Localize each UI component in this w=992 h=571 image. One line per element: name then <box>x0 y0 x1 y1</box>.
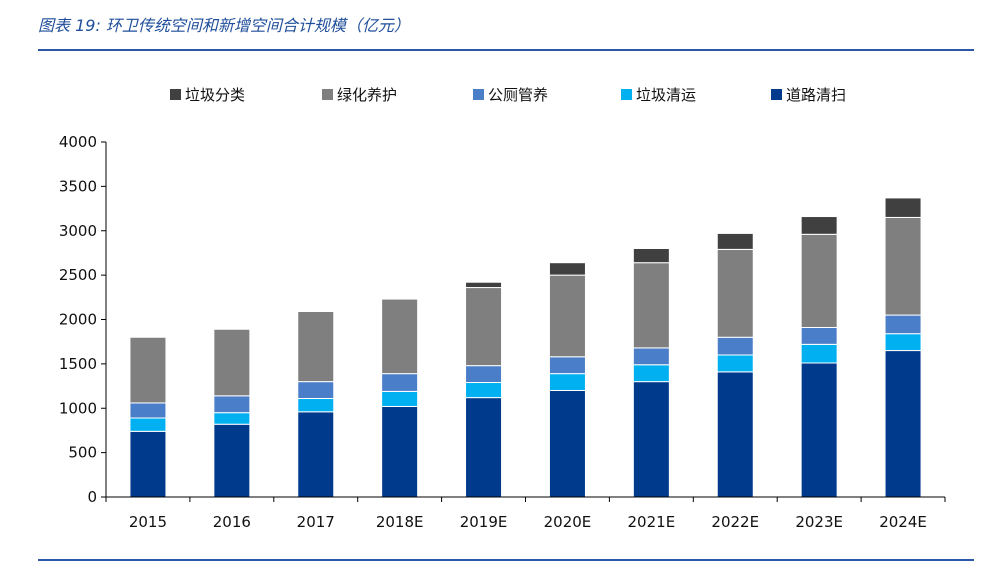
bar-segment-4 <box>213 328 251 397</box>
bar-segment-3 <box>465 365 503 384</box>
legend-label: 公厕管养 <box>488 86 548 104</box>
x-tick-label: 2023E <box>795 513 843 531</box>
bar-segment-5 <box>465 281 503 289</box>
bar-segment-2 <box>632 364 670 383</box>
bar-segment-2 <box>129 417 167 432</box>
bar-segment-2 <box>548 373 586 392</box>
bar-segment-2 <box>297 397 335 413</box>
bar-segment-5 <box>884 197 922 218</box>
bar-segment-2 <box>381 390 419 407</box>
bar-segment-1 <box>465 397 503 498</box>
bar-segment-4 <box>800 233 838 328</box>
x-tick-label: 2018E <box>376 513 424 531</box>
bar-segment-1 <box>884 350 922 498</box>
bar-segment-4 <box>381 298 419 375</box>
bar-segment-2 <box>213 412 251 425</box>
bar-segment-1 <box>381 405 419 498</box>
bar-segment-1 <box>129 430 167 498</box>
bar-segment-5 <box>800 216 838 235</box>
legend-swatch <box>473 89 484 100</box>
bottom-rule <box>38 559 974 561</box>
bar-segment-4 <box>548 274 586 358</box>
x-tick-label: 2021E <box>628 513 676 531</box>
bar-segment-3 <box>129 402 167 419</box>
x-tick-label: 2017 <box>297 513 335 531</box>
top-rule <box>38 49 974 51</box>
x-tick-label: 2020E <box>544 513 592 531</box>
y-tick-label: 2000 <box>59 311 97 329</box>
x-axis: 2015 2016 2017 2018E 2019E 2020E 2021E 2022E 202… <box>105 496 946 531</box>
bar-segment-5 <box>632 248 670 264</box>
y-tick-label: 1500 <box>59 355 97 373</box>
bar-segment-4 <box>129 336 167 404</box>
bar-segment-2 <box>884 333 922 352</box>
x-tick-label: 2015 <box>129 513 167 531</box>
legend-label: 绿化养护 <box>337 86 397 104</box>
x-tick-label: 2016 <box>213 513 251 531</box>
y-tick-label: 0 <box>87 488 97 506</box>
x-tick-label: 2024E <box>879 513 927 531</box>
bar-segment-1 <box>800 362 838 498</box>
bar-segment-2 <box>800 343 838 364</box>
bar-segment-3 <box>632 347 670 366</box>
legend-label: 垃圾分类 <box>185 86 245 104</box>
y-tick-label: 1000 <box>59 399 97 417</box>
bar-segment-3 <box>548 356 586 375</box>
legend: 垃圾分类 绿化养护 公厕管养 垃圾清运 道路清扫 <box>170 86 846 104</box>
bar-segment-1 <box>548 390 586 498</box>
bar-segment-3 <box>884 314 922 335</box>
legend-swatch <box>170 89 181 100</box>
x-tick-label: 2022E <box>711 513 759 531</box>
bar-segment-3 <box>213 395 251 414</box>
bar-segment-4 <box>716 248 754 338</box>
y-tick-label: 4000 <box>59 133 97 151</box>
y-axis: 0 500 1000 1500 2000 2500 3000 3500 4000 <box>59 133 107 506</box>
figure-title: 图表 19: 环卫传统空间和新增空间合计规模（亿元） <box>38 16 410 35</box>
bar-segment-3 <box>716 336 754 356</box>
bar-segment-5 <box>548 262 586 276</box>
bar-segment-3 <box>800 326 838 345</box>
bar-segment-4 <box>632 262 670 349</box>
bar-segment-1 <box>632 381 670 498</box>
y-tick-label: 2500 <box>59 266 97 284</box>
y-tick-label: 500 <box>68 444 97 462</box>
bars <box>129 197 922 498</box>
bar-segment-4 <box>297 311 335 383</box>
y-tick-label: 3000 <box>59 222 97 240</box>
legend-label: 垃圾清运 <box>636 86 696 104</box>
x-tick-label: 2019E <box>460 513 508 531</box>
legend-swatch <box>322 89 333 100</box>
legend-swatch <box>621 89 632 100</box>
bar-segment-1 <box>213 423 251 498</box>
bar-segment-4 <box>465 287 503 367</box>
y-tick-label: 3500 <box>59 177 97 195</box>
bar-segment-5 <box>716 232 754 250</box>
bar-segment-3 <box>381 373 419 392</box>
bar-segment-2 <box>716 354 754 373</box>
bar-segment-3 <box>297 381 335 399</box>
legend-swatch <box>771 89 782 100</box>
bar-segment-1 <box>297 411 335 498</box>
bar-segment-2 <box>465 382 503 399</box>
bar-segment-1 <box>716 371 754 498</box>
legend-label: 道路清扫 <box>786 86 846 104</box>
bar-segment-4 <box>884 216 922 316</box>
